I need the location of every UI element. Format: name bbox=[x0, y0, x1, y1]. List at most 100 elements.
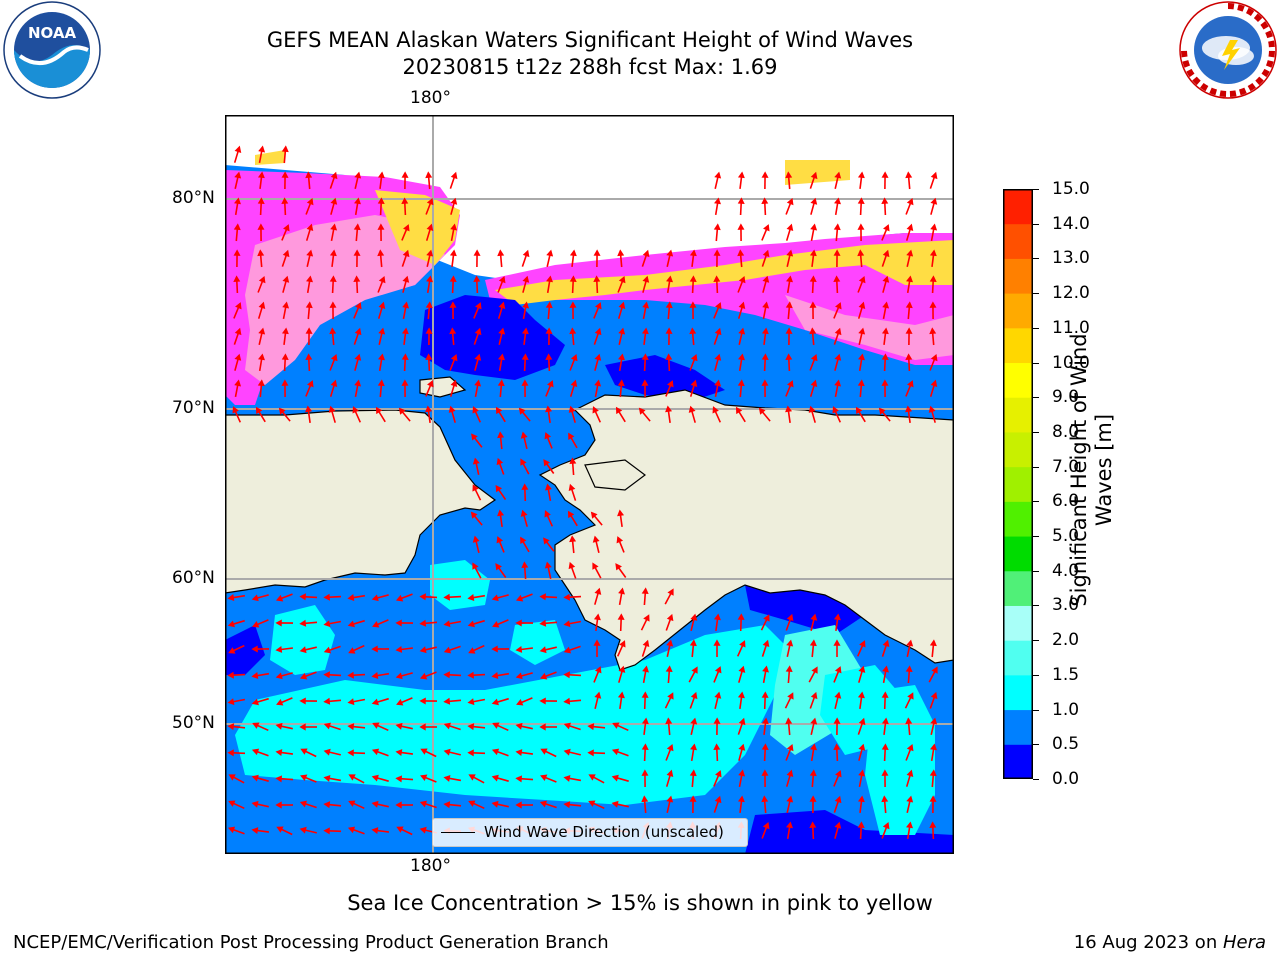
wave-direction-arrowhead bbox=[492, 621, 500, 628]
wave-direction-arrowhead bbox=[305, 301, 313, 309]
wave-direction-arrowhead bbox=[929, 327, 937, 335]
colorbar-segment bbox=[1003, 189, 1033, 225]
wave-direction-arrowhead bbox=[667, 588, 674, 596]
wave-direction-arrowhead bbox=[377, 249, 385, 257]
wave-direction-arrowhead bbox=[761, 353, 769, 360]
wave-direction-arrowhead bbox=[251, 645, 258, 653]
colorbar-segment bbox=[1003, 258, 1033, 294]
colorbar-tick-mark bbox=[1033, 640, 1039, 642]
wave-direction-arrowhead bbox=[785, 405, 793, 413]
lat-label-60: 60°N bbox=[172, 568, 215, 588]
wave-direction-arrowhead bbox=[738, 327, 746, 335]
wave-direction-arrowhead bbox=[881, 353, 889, 360]
legend-label: Wind Wave Direction (unscaled) bbox=[484, 823, 724, 841]
wave-direction-arrowhead bbox=[282, 301, 290, 309]
wave-direction-arrowhead bbox=[281, 379, 289, 386]
wave-direction-arrowhead bbox=[305, 405, 313, 413]
wave-direction-arrowhead bbox=[377, 379, 385, 387]
wave-direction-arrowhead bbox=[299, 697, 306, 705]
wave-direction-arrowhead bbox=[275, 749, 283, 757]
wave-direction-arrowhead bbox=[545, 483, 552, 491]
wave-direction-arrowhead bbox=[809, 249, 817, 257]
wave-direction-arrowhead bbox=[594, 353, 602, 361]
wave-direction-arrowhead bbox=[515, 749, 523, 757]
wave-direction-arrowhead bbox=[395, 775, 402, 783]
wave-direction-arrowhead bbox=[739, 640, 746, 648]
wave-direction-arrowhead bbox=[449, 249, 457, 257]
wave-direction-arrowhead bbox=[594, 327, 602, 336]
chart-subtitle: 20230815 t12z 288h fcst Max: 1.69 bbox=[402, 55, 778, 79]
wave-direction-arrowhead bbox=[227, 826, 236, 834]
wave-direction-arrowhead bbox=[666, 639, 674, 647]
wave-direction-arrowhead bbox=[905, 405, 913, 413]
nws-logo bbox=[1178, 0, 1278, 100]
map-panel bbox=[225, 115, 954, 854]
wave-direction-arrowhead bbox=[305, 353, 313, 360]
wave-direction-arrowhead bbox=[587, 723, 595, 731]
wave-direction-arrowhead bbox=[539, 800, 547, 808]
wave-direction-arrowhead bbox=[449, 301, 457, 308]
wave-direction-arrowhead bbox=[786, 769, 794, 777]
wave-direction-arrowhead bbox=[323, 722, 331, 730]
wave-direction-arrowhead bbox=[515, 645, 523, 653]
wave-direction-arrowhead bbox=[450, 223, 458, 231]
wave-direction-arrowhead bbox=[521, 327, 529, 335]
colorbar-tick-mark bbox=[1033, 466, 1039, 468]
wave-direction-arrowhead bbox=[666, 769, 674, 777]
colorbar-segment bbox=[1003, 501, 1033, 537]
wave-direction-arrowhead bbox=[906, 795, 914, 803]
wave-direction-arrowhead bbox=[929, 769, 937, 777]
wave-direction-arrowhead bbox=[881, 197, 889, 204]
wave-direction-arrowhead bbox=[475, 302, 482, 310]
wave-direction-arrowhead bbox=[713, 639, 721, 646]
wave-direction-arrowhead bbox=[521, 353, 529, 360]
wave-direction-arrowhead bbox=[443, 748, 451, 756]
wave-direction-arrowhead bbox=[641, 327, 649, 335]
wave-direction-arrowhead bbox=[299, 826, 307, 834]
wave-direction-arrowhead bbox=[472, 535, 480, 543]
wave-direction-arrowhead bbox=[521, 561, 529, 568]
wave-direction-arrowhead bbox=[470, 511, 478, 519]
wave-direction-arrowhead bbox=[761, 743, 769, 750]
wave-direction-arrowhead bbox=[738, 665, 746, 673]
wave-direction-arrowhead bbox=[714, 353, 722, 361]
colorbar-label: Significant Height of Wind Waves [m] bbox=[1067, 333, 1116, 607]
wave-direction-arrowhead bbox=[323, 827, 330, 835]
wave-direction-arrowhead bbox=[857, 379, 865, 387]
colorbar bbox=[1003, 189, 1033, 779]
wave-direction-arrowhead bbox=[547, 380, 554, 388]
wave-direction-arrowhead bbox=[491, 645, 498, 653]
wave-direction-arrowhead bbox=[323, 775, 331, 782]
colorbar-tick-label: 5.0 bbox=[1052, 526, 1080, 547]
wave-direction-arrowhead bbox=[810, 171, 818, 180]
wave-direction-arrowhead bbox=[449, 275, 457, 282]
wave-direction-arrowhead bbox=[233, 223, 241, 231]
colorbar-tick-label: 14.0 bbox=[1052, 213, 1090, 234]
wave-direction-arrowhead bbox=[352, 406, 359, 414]
colorbar-tick-mark bbox=[1033, 223, 1039, 225]
wave-direction-arrowhead bbox=[498, 327, 506, 335]
wave-direction-arrowhead bbox=[906, 639, 914, 647]
wave-direction-arrowhead bbox=[833, 639, 841, 646]
legend-line-swatch bbox=[441, 832, 475, 833]
wave-direction-arrowhead bbox=[881, 691, 889, 698]
wave-direction-arrowhead bbox=[618, 327, 626, 335]
wave-direction-arrowhead bbox=[568, 561, 576, 570]
wave-direction-arrowhead bbox=[618, 353, 625, 361]
wave-direction-arrowhead bbox=[281, 327, 289, 335]
wave-direction-arrowhead bbox=[276, 826, 284, 833]
wave-direction-arrowhead bbox=[491, 672, 499, 679]
wave-direction-arrowhead bbox=[882, 301, 890, 309]
wave-direction-arrowhead bbox=[545, 353, 553, 360]
wave-direction-arrowhead bbox=[443, 593, 450, 601]
wave-direction-arrowhead bbox=[666, 743, 674, 752]
wave-direction-arrowhead bbox=[347, 749, 354, 757]
wave-direction-arrowhead bbox=[858, 717, 866, 726]
wave-direction-arrowhead bbox=[930, 197, 938, 205]
wave-direction-arrowhead bbox=[905, 301, 913, 309]
wave-direction-arrowhead bbox=[355, 302, 362, 310]
wave-direction-arrowhead bbox=[666, 249, 674, 257]
wave-direction-arrowhead bbox=[235, 302, 242, 310]
wave-direction-arrowhead bbox=[641, 587, 649, 594]
wave-direction-arrowhead bbox=[425, 301, 433, 309]
